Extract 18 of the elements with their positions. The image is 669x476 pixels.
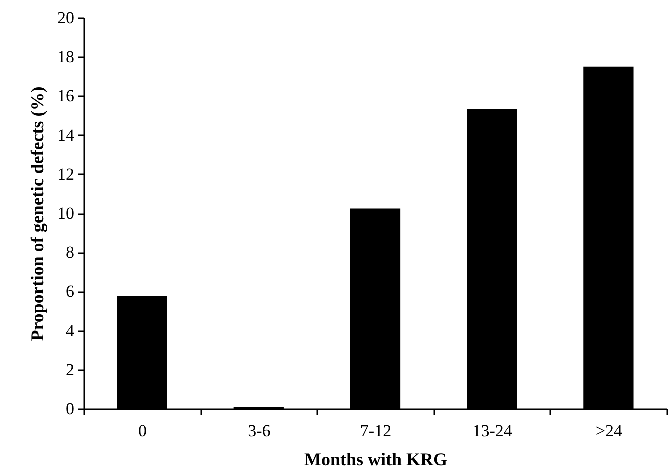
y-tick-label: 10 [58, 204, 74, 223]
y-tick-label: 6 [66, 282, 74, 302]
x-axis-title: Months with KRG [304, 450, 448, 470]
x-tick-label: 13-24 [472, 422, 513, 440]
y-tick-label: 18 [58, 48, 74, 67]
y-tick-label: 2 [66, 360, 74, 380]
y-tick-label: 14 [58, 126, 75, 145]
x-tick-label: 7-12 [360, 422, 392, 440]
y-tick-label: 12 [58, 164, 74, 184]
y-tick-label: 20 [58, 8, 74, 28]
y-tick-label: 0 [66, 400, 74, 418]
x-tick-label: >24 [596, 422, 623, 440]
y-axis-title: Proportion of genetic defects (%) [28, 86, 48, 342]
y-tick-label: 4 [66, 321, 75, 340]
x-tick-label: 3-6 [248, 422, 271, 440]
y-tick-label: 8 [66, 243, 74, 262]
y-tick-label: 16 [58, 86, 74, 106]
x-tick-label: 0 [138, 422, 148, 440]
